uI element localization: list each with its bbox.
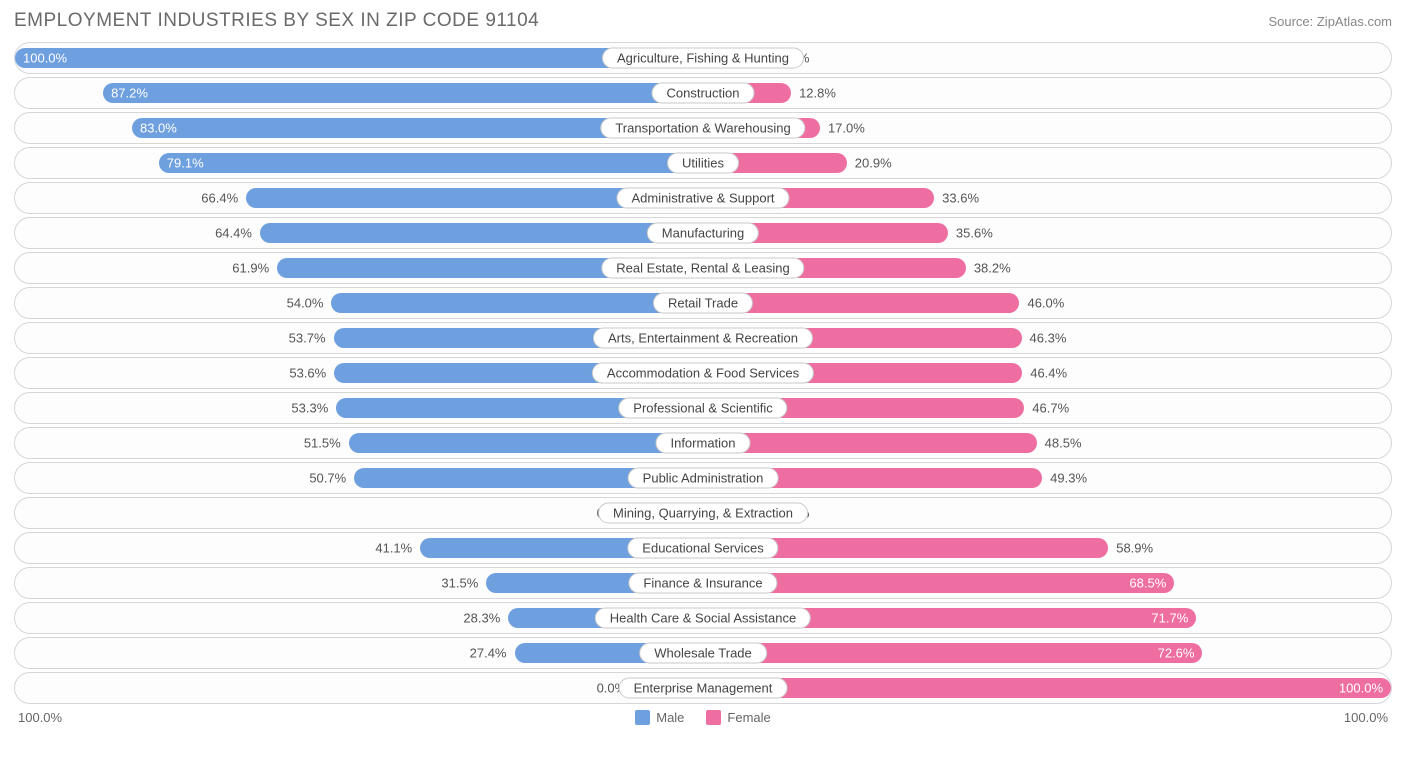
industry-label: Administrative & Support [616,188,789,209]
table-row: 0.0%0.0%Mining, Quarrying, & Extraction [14,497,1392,529]
female-pct-label: 100.0% [1339,681,1383,696]
table-row: 53.6% 46.4% Accommodation & Food Services [14,357,1392,389]
table-row: 61.9% 38.2% Real Estate, Rental & Leasing [14,252,1392,284]
table-row: 87.2% 12.8% Construction [14,77,1392,109]
industry-label: Utilities [667,153,739,174]
female-pct-label: 12.8% [791,86,836,101]
male-pct-label: 31.5% [441,576,486,591]
male-pct-label: 54.0% [287,296,332,311]
male-pct-label: 61.9% [232,261,277,276]
industry-label: Professional & Scientific [618,398,787,419]
table-row: 79.1% 20.9% Utilities [14,147,1392,179]
table-row: 53.7% 46.3% Arts, Entertainment & Recreati… [14,322,1392,354]
male-pct-label: 66.4% [201,191,246,206]
female-bar: 72.6% [703,643,1202,663]
male-pct-label: 41.1% [375,541,420,556]
female-pct-label: 58.9% [1108,541,1153,556]
female-pct-label: 49.3% [1042,471,1087,486]
diverging-bar-chart: 100.0%0.0%Agriculture, Fishing & Hunting… [14,42,1392,704]
male-pct-label: 79.1% [167,156,204,171]
male-pct-label: 50.7% [309,471,354,486]
female-bar: 48.5% [703,433,1037,453]
industry-label: Wholesale Trade [639,643,767,664]
industry-label: Manufacturing [647,223,759,244]
legend-male: Male [635,710,684,725]
industry-label: Information [655,433,750,454]
industry-label: Public Administration [628,468,779,489]
industry-label: Enterprise Management [619,678,788,699]
female-pct-label: 46.4% [1022,366,1067,381]
table-row: 31.5% 68.5% Finance & Insurance [14,567,1392,599]
industry-label: Real Estate, Rental & Leasing [601,258,804,279]
table-row: 66.4% 33.6% Administrative & Support [14,182,1392,214]
axis-right-max: 100.0% [771,710,1392,725]
legend: Male Female [635,710,771,725]
chart-title: EMPLOYMENT INDUSTRIES BY SEX IN ZIP CODE… [14,10,539,32]
male-bar: 54.0% [331,293,703,313]
legend-female-label: Female [727,710,770,725]
male-pct-label: 100.0% [23,51,67,66]
table-row: 64.4% 35.6% Manufacturing [14,217,1392,249]
table-row: 50.7% 49.3% Public Administration [14,462,1392,494]
male-pct-label: 53.6% [289,366,334,381]
female-bar: 100.0% [703,678,1391,698]
table-row: 41.1% 58.9% Educational Services [14,532,1392,564]
industry-label: Educational Services [627,538,778,559]
female-pct-label: 33.6% [934,191,979,206]
female-pct-label: 35.6% [948,226,993,241]
table-row: 83.0% 17.0% Transportation & Warehousing [14,112,1392,144]
table-row: 53.3% 46.7% Professional & Scientific [14,392,1392,424]
female-pct-label: 17.0% [820,121,865,136]
female-pct-label: 46.3% [1022,331,1067,346]
table-row: 100.0%0.0%Agriculture, Fishing & Hunting [14,42,1392,74]
legend-male-label: Male [656,710,684,725]
table-row: 54.0% 46.0% Retail Trade [14,287,1392,319]
chart-source: Source: ZipAtlas.com [1268,14,1392,29]
male-bar: 87.2% [103,83,703,103]
legend-female: Female [706,710,770,725]
male-pct-label: 51.5% [304,436,349,451]
industry-label: Accommodation & Food Services [592,363,814,384]
female-pct-label: 38.2% [966,261,1011,276]
male-bar: 100.0% [15,48,703,68]
industry-label: Agriculture, Fishing & Hunting [602,48,804,69]
table-row: 0.0%100.0%Enterprise Management [14,672,1392,704]
industry-label: Transportation & Warehousing [600,118,805,139]
female-pct-label: 46.7% [1024,401,1069,416]
female-pct-label: 72.6% [1158,646,1195,661]
female-pct-label: 46.0% [1019,296,1064,311]
male-swatch [635,710,650,725]
male-bar: 64.4% [260,223,703,243]
industry-label: Mining, Quarrying, & Extraction [598,503,808,524]
industry-label: Arts, Entertainment & Recreation [593,328,813,349]
chart-header: EMPLOYMENT INDUSTRIES BY SEX IN ZIP CODE… [14,10,1392,42]
axis-left-max: 100.0% [14,710,635,725]
female-pct-label: 48.5% [1037,436,1082,451]
male-pct-label: 53.7% [289,331,334,346]
industry-label: Construction [652,83,755,104]
female-pct-label: 68.5% [1129,576,1166,591]
female-pct-label: 71.7% [1151,611,1188,626]
male-pct-label: 87.2% [111,86,148,101]
industry-label: Finance & Insurance [628,573,777,594]
male-bar: 51.5% [349,433,703,453]
industry-label: Retail Trade [653,293,753,314]
male-pct-label: 83.0% [140,121,177,136]
table-row: 28.3% 71.7% Health Care & Social Assistanc… [14,602,1392,634]
male-bar: 79.1% [159,153,703,173]
table-row: 27.4% 72.6% Wholesale Trade [14,637,1392,669]
male-pct-label: 27.4% [470,646,515,661]
male-pct-label: 53.3% [291,401,336,416]
chart-footer: 100.0% Male Female 100.0% [14,710,1392,725]
male-pct-label: 64.4% [215,226,260,241]
table-row: 51.5%48.5%Information [14,427,1392,459]
industry-label: Health Care & Social Assistance [595,608,811,629]
male-pct-label: 28.3% [463,611,508,626]
female-pct-label: 20.9% [847,156,892,171]
female-swatch [706,710,721,725]
